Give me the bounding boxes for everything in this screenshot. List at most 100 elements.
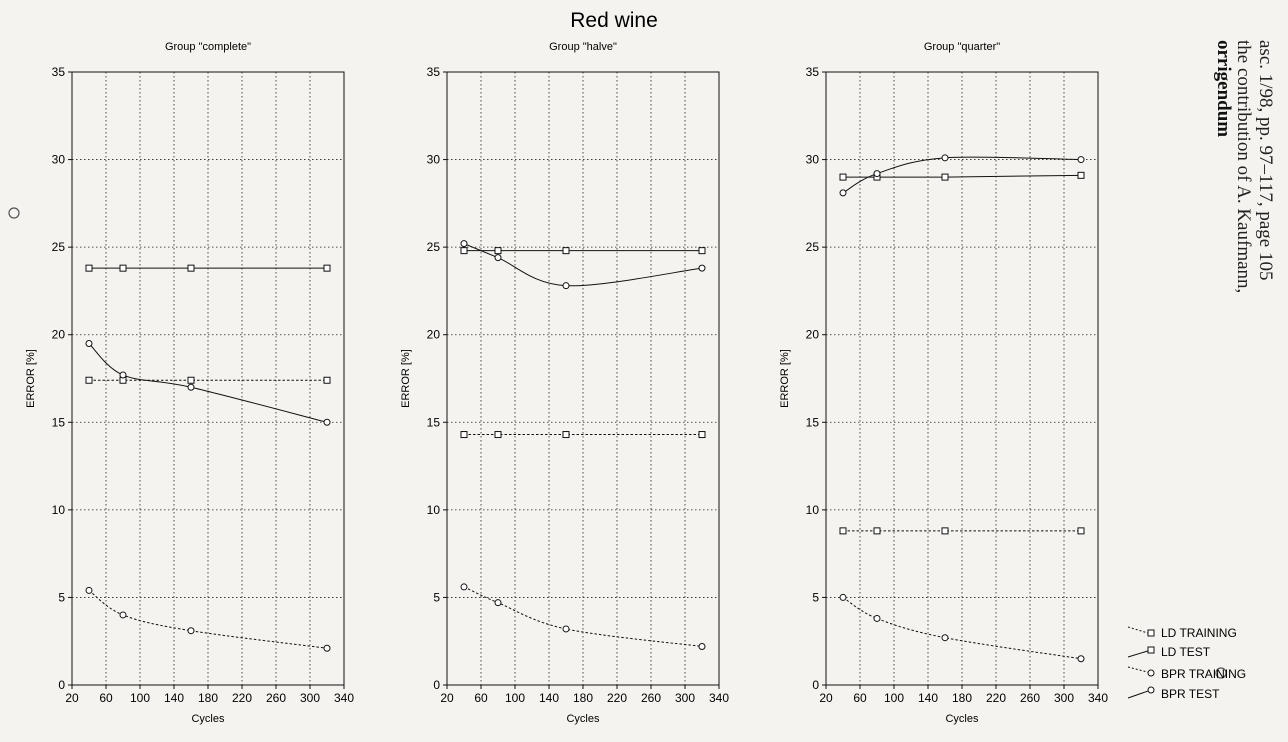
- series-point-bpr-training: [562, 625, 570, 633]
- series-point-bpr-training: [85, 586, 93, 594]
- series-point-bpr-test: [698, 264, 706, 272]
- series-point-ld-training: [494, 431, 502, 439]
- side-note-line1: the contribution of A. Kaufmann,: [1233, 40, 1254, 293]
- legend-label-ld-test: LD TEST: [1161, 645, 1211, 659]
- y-tick-label: 25: [806, 240, 820, 254]
- y-tick-label: 35: [52, 65, 66, 79]
- x-tick-label: 260: [641, 691, 661, 705]
- legend-item-ld-test: LD TEST: [1127, 645, 1211, 659]
- y-tick-label: 20: [52, 328, 66, 342]
- x-tick-label: 60: [853, 691, 867, 705]
- y-tick-label: 20: [806, 328, 820, 342]
- x-tick-label: 20: [65, 691, 79, 705]
- y-axis-label: ERROR [%]: [779, 349, 791, 408]
- series-point-ld-test: [323, 264, 331, 272]
- x-tick-label: 180: [198, 691, 218, 705]
- panel-quarter: 20 60 100 140 180 220 260 300 340 0 5 10 15 20 25 30 35 G…: [779, 41, 1108, 725]
- series-point-ld-test: [119, 264, 127, 272]
- side-note: orrigendum the contribution of A. Kaufma…: [1213, 40, 1276, 293]
- panel-halve: 20 60 100 140 180 220 260 300 340 0 5 10 15 20 25 30 35 G…: [400, 41, 729, 725]
- series-point-ld-training: [1077, 527, 1085, 535]
- series-point-ld-training: [941, 527, 949, 535]
- y-tick-label: 25: [427, 240, 441, 254]
- series-point-bpr-test: [873, 170, 881, 178]
- y-tick-label: 35: [806, 65, 820, 79]
- series-point-ld-test: [941, 173, 949, 181]
- x-axis-label: Cycles: [566, 713, 600, 725]
- y-tick-label: 0: [433, 678, 440, 692]
- y-tick-label: 10: [427, 503, 441, 517]
- legend-item-bpr-test: BPR TEST: [1127, 686, 1220, 701]
- x-tick-label: 220: [232, 691, 252, 705]
- series-point-bpr-training: [1077, 655, 1085, 663]
- panel-title: Group "quarter": [924, 41, 1000, 53]
- series-point-bpr-test: [323, 418, 331, 426]
- y-tick-label: 5: [812, 590, 819, 604]
- y-axis-label: ERROR [%]: [25, 349, 37, 408]
- series-point-ld-test: [698, 247, 706, 255]
- x-tick-label: 180: [952, 691, 972, 705]
- x-axis-label: Cycles: [191, 713, 225, 725]
- legend: LD TRAINING LD TEST BPR TRAINING BPR TES…: [1127, 626, 1246, 701]
- x-tick-label: 220: [986, 691, 1006, 705]
- series-point-ld-test: [494, 247, 502, 255]
- legend-item-ld-training: LD TRAINING: [1127, 626, 1237, 640]
- series-point-ld-training: [187, 376, 195, 384]
- series-point-bpr-training: [323, 644, 331, 652]
- series-point-ld-training: [460, 431, 468, 439]
- side-note-line2: asc. 1/98, pp. 97–117, page 105: [1255, 40, 1276, 280]
- y-tick-label: 5: [58, 590, 65, 604]
- x-tick-label: 20: [440, 691, 454, 705]
- series-point-bpr-test: [839, 189, 847, 197]
- y-tick-label: 0: [812, 678, 819, 692]
- x-tick-label: 140: [164, 691, 184, 705]
- series-point-ld-test: [562, 247, 570, 255]
- series-point-ld-training: [873, 527, 881, 535]
- series-point-ld-training: [698, 431, 706, 439]
- y-tick-label: 25: [52, 240, 66, 254]
- series-point-bpr-test: [1077, 156, 1085, 164]
- series-point-bpr-test: [119, 371, 127, 379]
- series-line-bpr-training: [88, 590, 328, 649]
- main-title: Red wine: [570, 9, 658, 32]
- x-tick-label: 100: [130, 691, 150, 705]
- x-tick-label: 300: [675, 691, 695, 705]
- x-tick-label: 300: [300, 691, 320, 705]
- y-axis-label: ERROR [%]: [400, 349, 412, 408]
- punch-hole-mark: [8, 207, 20, 219]
- legend-label-bpr-test: BPR TEST: [1161, 687, 1220, 701]
- x-axis-label: Cycles: [945, 713, 979, 725]
- series-point-ld-training: [85, 376, 93, 384]
- legend-label-bpr-training: BPR TRAINING: [1161, 667, 1246, 681]
- x-tick-label: 180: [573, 691, 593, 705]
- y-tick-label: 10: [806, 503, 820, 517]
- series-line-bpr-test: [463, 243, 703, 287]
- y-tick-label: 35: [427, 65, 441, 79]
- series-point-bpr-training: [873, 614, 881, 622]
- side-note-title: orrigendum: [1213, 40, 1234, 137]
- series-point-bpr-training: [460, 583, 468, 591]
- series-point-bpr-test: [85, 339, 93, 347]
- panel-complete: 20 60 100 140 180 220 260 300 340 0 5 10 15 20 25 30 35 G…: [25, 41, 354, 725]
- x-tick-label: 260: [1020, 691, 1040, 705]
- series-point-ld-test: [839, 173, 847, 181]
- legend-label-ld-training: LD TRAINING: [1161, 626, 1237, 640]
- y-tick-label: 15: [52, 415, 66, 429]
- y-tick-label: 10: [52, 503, 66, 517]
- x-tick-label: 220: [607, 691, 627, 705]
- series-line-bpr-test: [88, 343, 328, 423]
- series-point-bpr-training: [187, 627, 195, 635]
- x-tick-label: 340: [1088, 691, 1108, 705]
- x-tick-label: 100: [884, 691, 904, 705]
- panel-title: Group "halve": [549, 41, 617, 53]
- punch-hole-mark: [1215, 667, 1227, 679]
- y-tick-label: 15: [806, 415, 820, 429]
- x-tick-label: 60: [474, 691, 488, 705]
- series-point-bpr-test: [562, 282, 570, 290]
- series-point-ld-training: [839, 527, 847, 535]
- x-tick-label: 340: [334, 691, 354, 705]
- series-point-ld-test: [460, 247, 468, 255]
- x-tick-label: 140: [539, 691, 559, 705]
- series-line-bpr-training: [842, 597, 1082, 660]
